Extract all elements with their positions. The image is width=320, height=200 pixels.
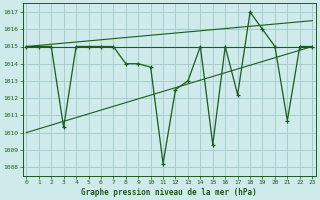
X-axis label: Graphe pression niveau de la mer (hPa): Graphe pression niveau de la mer (hPa) <box>81 188 257 197</box>
